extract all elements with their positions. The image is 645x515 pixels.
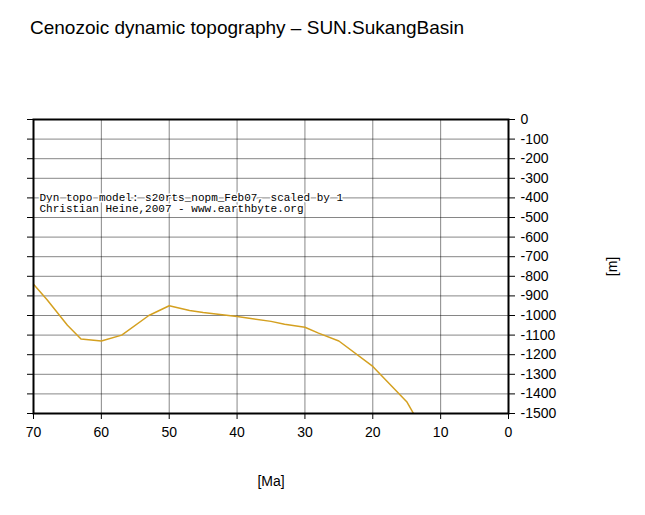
svg-text:[Ma]: [Ma]: [257, 473, 284, 489]
svg-text:[m]: [m]: [604, 257, 620, 276]
svg-text:-1100: -1100: [521, 327, 556, 343]
svg-text:20: 20: [365, 424, 381, 440]
svg-text:-1500: -1500: [521, 405, 557, 421]
svg-text:-300: -300: [521, 170, 549, 186]
svg-text:0: 0: [521, 111, 529, 127]
svg-text:-800: -800: [521, 268, 549, 284]
svg-text:10: 10: [433, 424, 449, 440]
svg-text:70: 70: [26, 424, 42, 440]
svg-text:-100: -100: [521, 131, 549, 147]
svg-text:Dyn topo model: s20rts_nopm_Fe: Dyn topo model: s20rts_nopm_Feb07, scale…: [40, 192, 344, 215]
svg-text:-700: -700: [521, 248, 549, 264]
svg-text:60: 60: [94, 424, 110, 440]
svg-text:-400: -400: [521, 189, 549, 205]
svg-text:-1300: -1300: [521, 366, 557, 382]
svg-text:50: 50: [161, 424, 177, 440]
svg-text:-200: -200: [521, 150, 549, 166]
svg-text:-1400: -1400: [521, 385, 557, 401]
svg-text:-900: -900: [521, 287, 549, 303]
html-text:Cenozoic dynamic topography –: Cenozoic dynamic topography – SUN.Sukang…: [30, 17, 465, 38]
svg-text:-1000: -1000: [521, 307, 557, 323]
svg-text:40: 40: [229, 424, 245, 440]
svg-text:0: 0: [505, 424, 513, 440]
svg-text:30: 30: [297, 424, 313, 440]
svg-text:-1200: -1200: [521, 346, 557, 362]
svg-text:-500: -500: [521, 209, 549, 225]
svg-text:-600: -600: [521, 229, 549, 245]
